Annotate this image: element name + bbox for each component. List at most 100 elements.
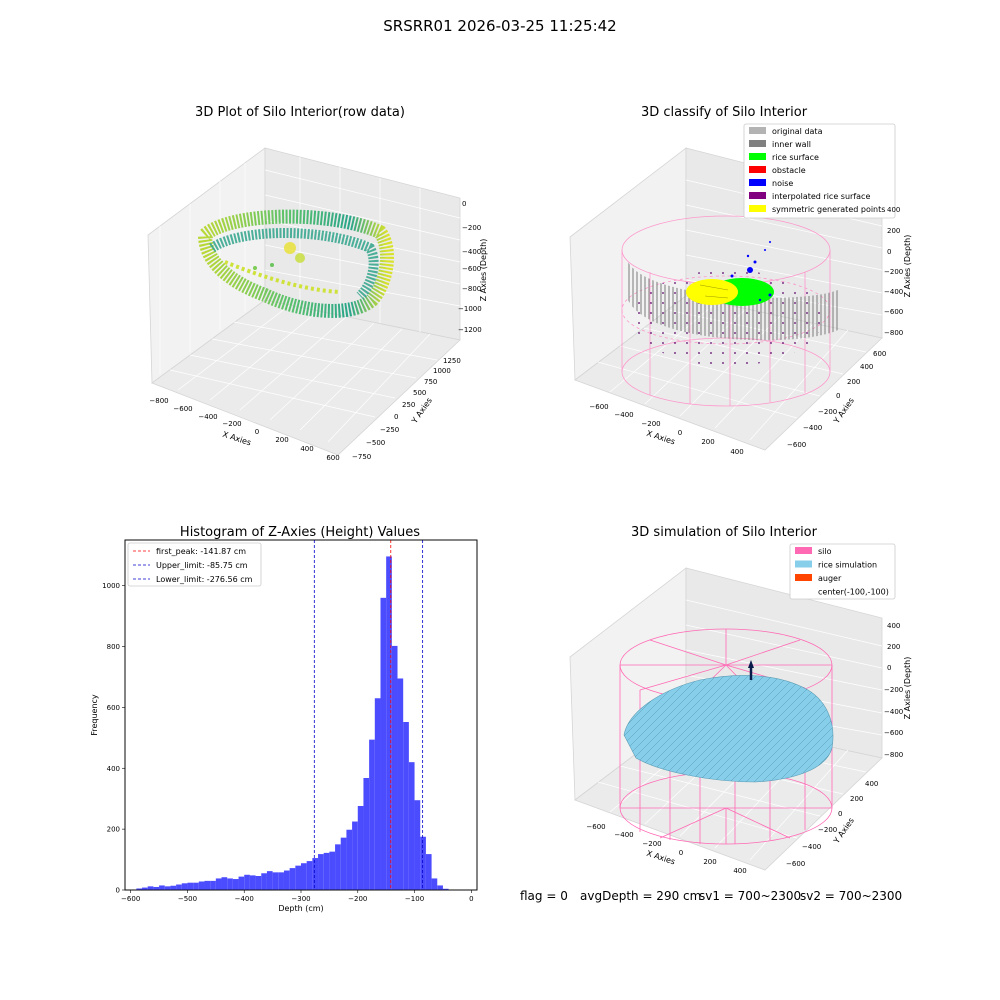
svg-text:−1000: −1000	[458, 305, 482, 313]
histogram-bar	[249, 875, 256, 890]
svg-text:−400: −400	[884, 288, 903, 296]
svg-text:−200: −200	[818, 408, 837, 416]
legend-label: silo	[818, 547, 832, 556]
svg-text:600: 600	[326, 454, 339, 462]
y-ticks: −750 −500 −250 0 250 500 750 1000 1250	[352, 357, 461, 461]
histogram-bar	[170, 885, 177, 890]
svg-text:−200: −200	[642, 840, 661, 848]
svg-text:200: 200	[887, 643, 900, 651]
x-axis-label: X Axies	[221, 430, 252, 448]
svg-text:−400: −400	[614, 411, 633, 419]
x-ticks: −600 −500 −400 −300 −200 −100 0	[121, 890, 474, 903]
svg-text:250: 250	[402, 401, 415, 409]
svg-text:−400: −400	[803, 424, 822, 432]
svg-text:−800: −800	[462, 285, 481, 293]
y-ticks: −600 −400 −200 0 200 400 600	[787, 350, 886, 449]
legend-label: inner wall	[772, 140, 811, 149]
legend: first_peak: -141.87 cm Upper_limit: -85.7…	[127, 542, 262, 587]
flag-text: flag = 0	[520, 889, 568, 903]
svg-text:400: 400	[887, 206, 900, 214]
svg-text:200: 200	[701, 438, 714, 446]
subplot-raw-data: 3D Plot of Silo Interior(row data)	[147, 105, 488, 462]
auger-tip	[748, 660, 754, 668]
legend-swatch	[749, 127, 766, 134]
svg-text:0: 0	[887, 248, 891, 256]
legend-swatch	[749, 166, 766, 173]
svg-text:750: 750	[424, 378, 437, 386]
histogram-bar	[295, 865, 301, 890]
svg-text:400: 400	[860, 363, 873, 371]
z-ticks: 400 200 0 −200 −400 −600 −800	[884, 206, 903, 337]
svg-text:−400: −400	[198, 413, 217, 421]
subplot-title: 3D classify of Silo Interior	[641, 105, 808, 120]
pane-floor	[151, 299, 461, 456]
histogram-bar	[323, 852, 330, 890]
svg-text:500: 500	[413, 389, 426, 397]
legend-swatch	[749, 205, 766, 212]
y-tick-label: 0	[116, 887, 120, 895]
x-axis-label: Depth (cm)	[278, 904, 323, 913]
svg-text:−800: −800	[884, 751, 903, 759]
histogram-bar	[147, 886, 154, 890]
svg-text:−500: −500	[366, 439, 385, 447]
svg-text:400: 400	[865, 780, 878, 788]
legend-label: interpolated rice surface	[772, 192, 870, 201]
svg-text:−600: −600	[589, 403, 608, 411]
svg-text:400: 400	[300, 445, 313, 453]
legend-label: center(-100,-100)	[818, 588, 889, 597]
x-ticks: −600 −400 −200 0 200 400	[586, 823, 746, 875]
svg-text:−400: −400	[802, 843, 821, 851]
svg-text:0: 0	[394, 413, 398, 421]
svg-text:200: 200	[847, 378, 860, 386]
legend-swatch	[795, 547, 812, 554]
svg-text:−600: −600	[586, 823, 605, 831]
legend-label: auger	[818, 574, 842, 583]
histogram-bar	[278, 872, 284, 890]
histogram-bar	[176, 884, 182, 890]
subplot-histogram: Histogram of Z-Axies (Height) Values −60…	[90, 525, 478, 913]
avg-depth-text: avgDepth = 290 cm	[580, 889, 702, 903]
z-axis-label: Z Axies (Depth)	[479, 239, 488, 302]
subplot-simulation: 3D simulation of Silo Interior	[569, 525, 912, 875]
x-tick-label: −500	[178, 895, 197, 903]
svg-text:200: 200	[887, 227, 900, 235]
svg-text:−600: −600	[462, 265, 481, 273]
svg-text:600: 600	[873, 350, 886, 358]
y-tick-label: 800	[107, 643, 120, 651]
svg-text:−1200: −1200	[458, 326, 482, 334]
histogram-bar	[244, 874, 250, 890]
legend-label: symmetric generated points	[772, 205, 885, 214]
histogram-bar	[215, 878, 222, 890]
histogram-bar	[386, 556, 392, 890]
x-ticks: −800 −600 −400 −200 0 200 400 600	[149, 397, 339, 462]
y-ticks: −600 −400 −200 0 200 400	[786, 780, 878, 868]
y-tick-label: 400	[107, 765, 120, 773]
sv2-text: sv2 = 700~2300	[800, 889, 903, 903]
x-tick-label: −600	[121, 895, 140, 903]
legend-swatch	[795, 560, 812, 568]
x-axis-label: X Axies	[645, 429, 676, 447]
histogram-bar	[164, 886, 171, 890]
histogram-bar	[136, 888, 143, 890]
y-axis-label: Frequency	[90, 694, 99, 736]
svg-text:−800: −800	[884, 329, 903, 337]
histogram-bar	[238, 876, 245, 890]
legend-label: rice surface	[772, 153, 819, 162]
legend-label: first_peak: -141.87 cm	[156, 547, 246, 556]
svg-text:0: 0	[679, 849, 683, 857]
legend-swatch	[749, 153, 766, 160]
histogram-bar	[266, 871, 273, 890]
histogram-bar	[181, 883, 188, 890]
histogram-bar	[346, 829, 353, 890]
histogram-bar	[227, 878, 233, 890]
svg-text:−200: −200	[818, 826, 837, 834]
svg-text:−200: −200	[462, 224, 481, 232]
legend-label: obstacle	[772, 166, 806, 175]
z-axis-label: Z Axies (Depth)	[903, 235, 912, 298]
svg-text:−750: −750	[352, 453, 371, 461]
legend-swatch	[795, 574, 812, 581]
histogram-bar	[318, 854, 324, 890]
symmetric-points	[686, 279, 738, 305]
histogram-bar	[442, 888, 449, 890]
